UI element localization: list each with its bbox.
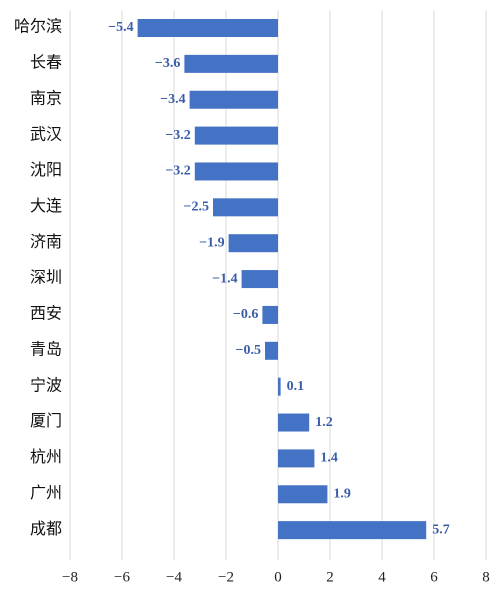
bar <box>213 198 278 217</box>
bar <box>137 19 278 37</box>
category-label: 广州 <box>30 484 62 502</box>
value-label: 0.1 <box>287 379 305 394</box>
value-label: −3.6 <box>155 56 180 71</box>
bar <box>278 413 310 432</box>
value-label: −3.2 <box>165 164 190 179</box>
x-tick-label: 8 <box>482 569 490 585</box>
category-label: 杭州 <box>30 448 62 466</box>
category-label: 南京 <box>30 89 62 107</box>
category-label: 西安 <box>30 305 62 323</box>
x-tick-label: −6 <box>114 569 130 585</box>
value-label: −0.5 <box>236 343 261 358</box>
value-label: −2.5 <box>184 200 209 215</box>
category-label: 宁波 <box>30 376 62 394</box>
category-label: 青岛 <box>30 340 62 358</box>
bar <box>184 54 278 73</box>
value-label: −3.2 <box>165 128 190 143</box>
bar <box>194 126 278 145</box>
category-label: 长春 <box>30 54 62 72</box>
category-label: 厦门 <box>30 412 62 430</box>
value-label: −5.4 <box>108 20 133 35</box>
value-label: −1.9 <box>199 235 224 250</box>
category-label: 成都 <box>30 520 62 538</box>
category-label: 深圳 <box>30 269 62 287</box>
value-label: −3.4 <box>160 92 185 107</box>
x-tick-label: 4 <box>378 569 386 585</box>
category-label: 济南 <box>30 233 62 251</box>
x-tick-label: 2 <box>326 569 334 585</box>
bar <box>241 270 278 289</box>
value-label: 1.2 <box>315 415 333 430</box>
bar <box>278 449 315 468</box>
category-label: 大连 <box>30 197 62 215</box>
x-tick-label: 6 <box>430 569 438 585</box>
x-tick-label: 0 <box>274 569 282 585</box>
value-label: −0.6 <box>233 307 258 322</box>
bar <box>278 377 281 396</box>
x-tick-label: −4 <box>166 569 182 585</box>
value-label: 1.9 <box>333 486 351 501</box>
category-label: 武汉 <box>30 125 62 143</box>
category-label: 哈尔滨 <box>14 18 62 36</box>
bar <box>189 90 278 109</box>
value-label: −1.4 <box>212 271 237 286</box>
bar <box>278 485 328 504</box>
value-label: 1.4 <box>320 451 338 466</box>
bar <box>265 341 278 360</box>
category-label: 沈阳 <box>30 161 62 179</box>
x-tick-label: −2 <box>218 569 234 585</box>
x-tick-label: −8 <box>62 569 78 585</box>
bar <box>194 162 278 181</box>
value-label: 5.7 <box>432 522 450 537</box>
bar <box>262 305 278 324</box>
bar <box>278 521 427 540</box>
bar <box>228 234 278 253</box>
